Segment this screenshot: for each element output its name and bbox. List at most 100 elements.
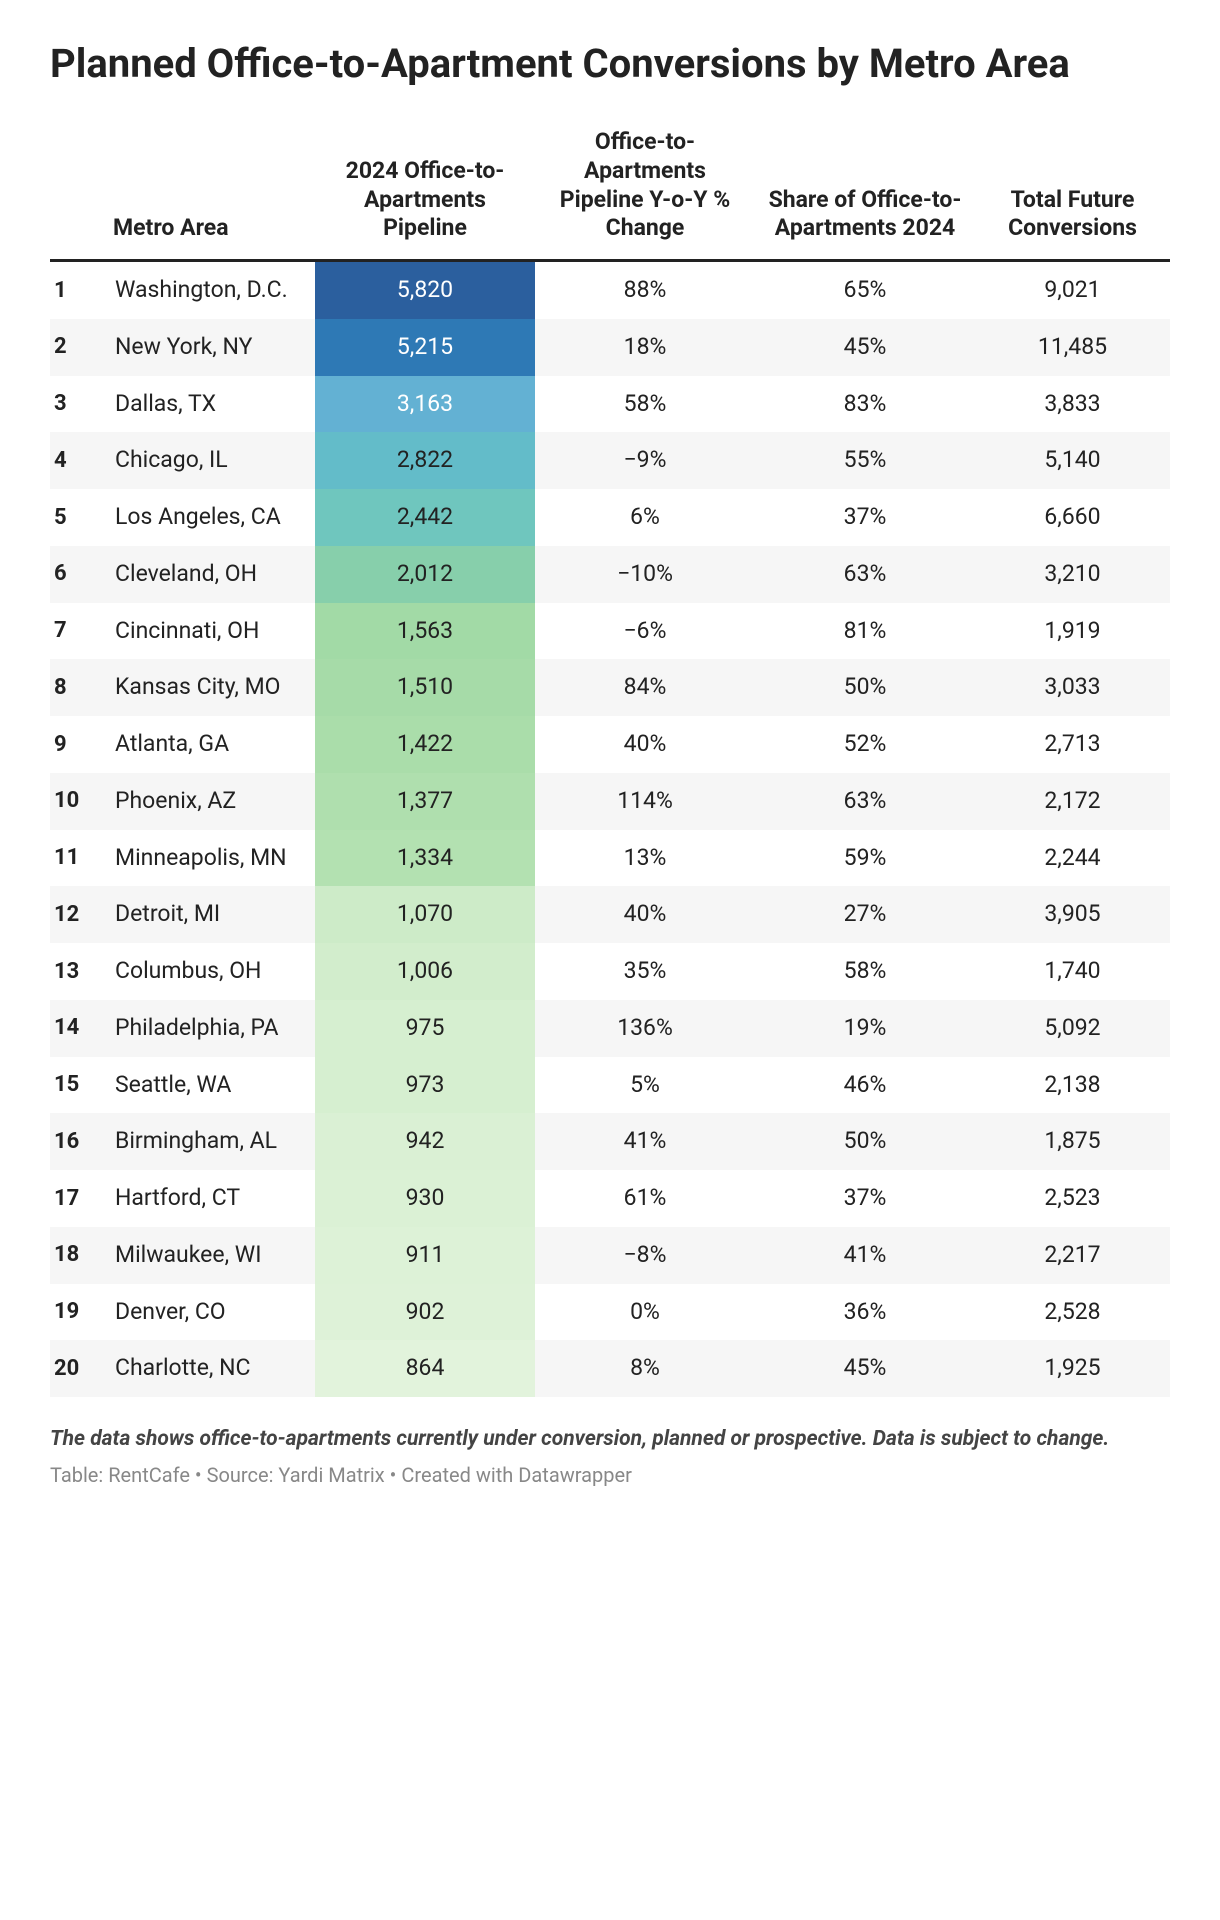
cell-metro: Denver, CO bbox=[105, 1284, 315, 1341]
cell-rank: 16 bbox=[50, 1113, 105, 1170]
cell-metro: Hartford, CT bbox=[105, 1170, 315, 1227]
cell-total: 2,528 bbox=[975, 1284, 1170, 1341]
cell-share: 27% bbox=[755, 886, 975, 943]
cell-rank: 2 bbox=[50, 319, 105, 376]
cell-pipeline: 2,012 bbox=[315, 546, 535, 603]
cell-yoy: −8% bbox=[535, 1227, 755, 1284]
cell-total: 9,021 bbox=[975, 261, 1170, 319]
cell-metro: Minneapolis, MN bbox=[105, 830, 315, 887]
cell-metro: Washington, D.C. bbox=[105, 261, 315, 319]
cell-rank: 20 bbox=[50, 1340, 105, 1397]
col-header-total: Total Future Conversions bbox=[975, 118, 1170, 261]
cell-metro: Birmingham, AL bbox=[105, 1113, 315, 1170]
cell-share: 58% bbox=[755, 943, 975, 1000]
cell-pipeline: 1,377 bbox=[315, 773, 535, 830]
cell-yoy: 114% bbox=[535, 773, 755, 830]
cell-share: 59% bbox=[755, 830, 975, 887]
cell-share: 45% bbox=[755, 1340, 975, 1397]
cell-total: 11,485 bbox=[975, 319, 1170, 376]
table-row: 20Charlotte, NC8648%45%1,925 bbox=[50, 1340, 1170, 1397]
table-row: 10Phoenix, AZ1,377114%63%2,172 bbox=[50, 773, 1170, 830]
cell-pipeline: 5,215 bbox=[315, 319, 535, 376]
cell-metro: Seattle, WA bbox=[105, 1057, 315, 1114]
cell-rank: 11 bbox=[50, 830, 105, 887]
cell-rank: 12 bbox=[50, 886, 105, 943]
cell-total: 3,033 bbox=[975, 659, 1170, 716]
cell-share: 50% bbox=[755, 1113, 975, 1170]
cell-pipeline: 911 bbox=[315, 1227, 535, 1284]
cell-rank: 6 bbox=[50, 546, 105, 603]
cell-metro: Milwaukee, WI bbox=[105, 1227, 315, 1284]
cell-rank: 15 bbox=[50, 1057, 105, 1114]
table-row: 13Columbus, OH1,00635%58%1,740 bbox=[50, 943, 1170, 1000]
cell-metro: Kansas City, MO bbox=[105, 659, 315, 716]
col-header-pipeline: 2024 Office-to-Apartments Pipeline bbox=[315, 118, 535, 261]
table-row: 9Atlanta, GA1,42240%52%2,713 bbox=[50, 716, 1170, 773]
cell-pipeline: 1,563 bbox=[315, 603, 535, 660]
cell-yoy: 5% bbox=[535, 1057, 755, 1114]
table-container: Planned Office-to-Apartment Conversions … bbox=[0, 0, 1220, 1537]
cell-rank: 7 bbox=[50, 603, 105, 660]
cell-rank: 13 bbox=[50, 943, 105, 1000]
cell-yoy: 58% bbox=[535, 376, 755, 433]
cell-rank: 9 bbox=[50, 716, 105, 773]
cell-total: 2,138 bbox=[975, 1057, 1170, 1114]
cell-share: 81% bbox=[755, 603, 975, 660]
cell-total: 1,875 bbox=[975, 1113, 1170, 1170]
cell-total: 2,523 bbox=[975, 1170, 1170, 1227]
col-header-yoy: Office-to-Apartments Pipeline Y-o-Y % Ch… bbox=[535, 118, 755, 261]
cell-total: 2,244 bbox=[975, 830, 1170, 887]
cell-pipeline: 5,820 bbox=[315, 261, 535, 319]
cell-metro: Atlanta, GA bbox=[105, 716, 315, 773]
cell-share: 46% bbox=[755, 1057, 975, 1114]
table-row: 18Milwaukee, WI911−8%41%2,217 bbox=[50, 1227, 1170, 1284]
cell-share: 83% bbox=[755, 376, 975, 433]
cell-metro: Cincinnati, OH bbox=[105, 603, 315, 660]
cell-rank: 8 bbox=[50, 659, 105, 716]
cell-rank: 10 bbox=[50, 773, 105, 830]
cell-share: 65% bbox=[755, 261, 975, 319]
cell-yoy: 6% bbox=[535, 489, 755, 546]
cell-total: 3,210 bbox=[975, 546, 1170, 603]
cell-yoy: 0% bbox=[535, 1284, 755, 1341]
cell-pipeline: 1,070 bbox=[315, 886, 535, 943]
cell-metro: Los Angeles, CA bbox=[105, 489, 315, 546]
cell-yoy: −9% bbox=[535, 432, 755, 489]
table-row: 6Cleveland, OH2,012−10%63%3,210 bbox=[50, 546, 1170, 603]
cell-pipeline: 1,510 bbox=[315, 659, 535, 716]
cell-yoy: 18% bbox=[535, 319, 755, 376]
table-body: 1Washington, D.C.5,82088%65%9,0212New Yo… bbox=[50, 261, 1170, 1398]
cell-metro: Dallas, TX bbox=[105, 376, 315, 433]
table-row: 14Philadelphia, PA975136%19%5,092 bbox=[50, 1000, 1170, 1057]
cell-pipeline: 3,163 bbox=[315, 376, 535, 433]
table-row: 7Cincinnati, OH1,563−6%81%1,919 bbox=[50, 603, 1170, 660]
cell-total: 1,740 bbox=[975, 943, 1170, 1000]
cell-yoy: 61% bbox=[535, 1170, 755, 1227]
cell-metro: Philadelphia, PA bbox=[105, 1000, 315, 1057]
table-row: 2New York, NY5,21518%45%11,485 bbox=[50, 319, 1170, 376]
table-row: 12Detroit, MI1,07040%27%3,905 bbox=[50, 886, 1170, 943]
cell-yoy: 40% bbox=[535, 716, 755, 773]
col-header-share: Share of Office-to-Apartments 2024 bbox=[755, 118, 975, 261]
table-row: 4Chicago, IL2,822−9%55%5,140 bbox=[50, 432, 1170, 489]
cell-pipeline: 2,822 bbox=[315, 432, 535, 489]
cell-share: 63% bbox=[755, 546, 975, 603]
col-header-rank bbox=[50, 118, 105, 261]
cell-yoy: 8% bbox=[535, 1340, 755, 1397]
cell-rank: 14 bbox=[50, 1000, 105, 1057]
table-row: 15Seattle, WA9735%46%2,138 bbox=[50, 1057, 1170, 1114]
cell-metro: Cleveland, OH bbox=[105, 546, 315, 603]
cell-metro: Phoenix, AZ bbox=[105, 773, 315, 830]
table-row: 19Denver, CO9020%36%2,528 bbox=[50, 1284, 1170, 1341]
table-row: 8Kansas City, MO1,51084%50%3,033 bbox=[50, 659, 1170, 716]
cell-total: 5,140 bbox=[975, 432, 1170, 489]
cell-yoy: 84% bbox=[535, 659, 755, 716]
cell-rank: 1 bbox=[50, 261, 105, 319]
cell-total: 3,833 bbox=[975, 376, 1170, 433]
cell-pipeline: 1,006 bbox=[315, 943, 535, 1000]
cell-pipeline: 975 bbox=[315, 1000, 535, 1057]
cell-share: 55% bbox=[755, 432, 975, 489]
cell-share: 50% bbox=[755, 659, 975, 716]
cell-yoy: 88% bbox=[535, 261, 755, 319]
table-row: 16Birmingham, AL94241%50%1,875 bbox=[50, 1113, 1170, 1170]
